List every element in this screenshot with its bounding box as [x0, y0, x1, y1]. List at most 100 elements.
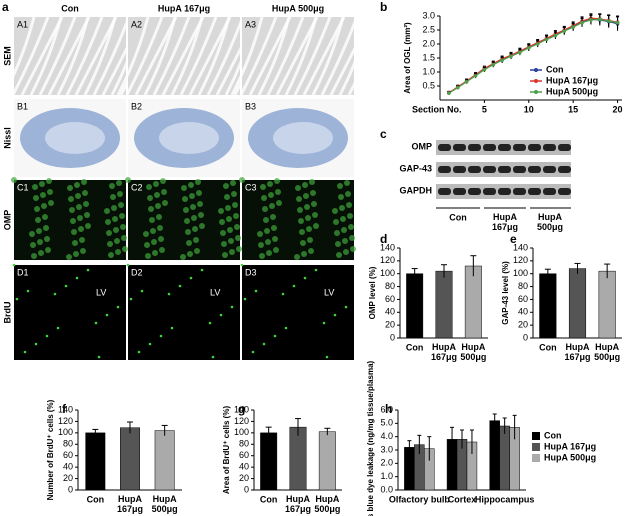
x-tick-label: HupA 167μg [117, 494, 143, 514]
stain [152, 250, 158, 256]
fiber [11, 16, 50, 96]
stain [158, 236, 164, 242]
x-tick-label: Con [406, 342, 424, 352]
band [468, 188, 481, 195]
stain [348, 224, 354, 230]
x-tick-label: 10 [524, 104, 534, 114]
x-tick-label: Con [87, 494, 105, 504]
stain [151, 239, 157, 245]
bar [318, 431, 336, 491]
cell [251, 350, 255, 354]
x-tick-label: Con [260, 494, 278, 504]
fiber [338, 16, 372, 96]
y-tick-label: 0 [244, 484, 249, 494]
fiber [320, 16, 359, 96]
stain [40, 192, 46, 198]
stain [306, 226, 312, 232]
cell-label: A3 [245, 19, 256, 29]
stain [104, 208, 110, 214]
row-label: Nissl [2, 127, 12, 149]
cell [240, 263, 244, 267]
stain [44, 236, 50, 242]
legend-label: HupA 167μg [544, 441, 596, 451]
x-tick-label: Hippocampus [475, 494, 535, 504]
panel-label: b [380, 0, 387, 14]
stain [146, 184, 152, 190]
cell-label: A1 [17, 19, 28, 29]
band [483, 166, 496, 173]
legend-label: Con [544, 430, 562, 440]
stain [199, 223, 205, 229]
stain [305, 215, 311, 221]
cell [26, 289, 30, 293]
stain [224, 194, 230, 200]
fiber [284, 16, 318, 96]
band [453, 144, 466, 151]
stain [69, 207, 75, 213]
band [453, 188, 466, 195]
legend-label: HupA 500μg [546, 86, 598, 96]
stain [71, 229, 77, 235]
stain [114, 238, 120, 244]
cell [53, 292, 57, 296]
stain [155, 203, 161, 209]
stain [183, 207, 189, 213]
stain [296, 196, 302, 202]
y-tick-label: 1.5 [422, 52, 435, 62]
image-panel [128, 265, 240, 360]
stain [227, 227, 233, 233]
marker [562, 29, 567, 33]
bar [598, 270, 616, 339]
marker [598, 17, 602, 22]
stain [341, 227, 347, 233]
stain [196, 190, 202, 196]
stain [344, 180, 350, 186]
cell [262, 342, 266, 346]
cell [75, 276, 79, 280]
stain [190, 204, 196, 210]
legend-marker [534, 90, 538, 94]
legend-label: Con [546, 64, 564, 74]
cell-label: D3 [245, 267, 257, 277]
y-tick-label: 5.0 [380, 418, 393, 428]
stain [84, 212, 90, 218]
stain [80, 248, 86, 254]
stain [198, 212, 204, 218]
stain [108, 252, 114, 258]
y-tick-label: 120 [58, 416, 73, 426]
stain [223, 183, 229, 189]
y-tick-label: 80 [63, 439, 73, 449]
stain [235, 235, 241, 241]
y-axis-label: Number of BrdU⁺ cells (%) [46, 399, 55, 500]
stain [340, 216, 346, 222]
y-tick-label: 2.0 [422, 38, 435, 48]
y-tick-label: 80 [239, 439, 249, 449]
y-tick-label: 20 [63, 473, 73, 483]
band [543, 166, 556, 173]
stain [307, 237, 313, 243]
band [498, 166, 511, 173]
band [528, 188, 541, 195]
stain [260, 184, 266, 190]
stain [30, 242, 36, 248]
stain [148, 206, 154, 212]
stain [188, 182, 194, 188]
row-label: OMP [2, 210, 12, 231]
stain [85, 223, 91, 229]
y-tick-label: 60 [518, 294, 528, 304]
stain [346, 202, 352, 208]
band [558, 166, 571, 173]
stain [313, 223, 319, 229]
stain [119, 213, 125, 219]
fiber [152, 16, 191, 96]
stain [347, 213, 353, 219]
stain [195, 179, 201, 185]
band [438, 144, 451, 151]
cell [105, 313, 109, 317]
column-header: HupA 167μg [158, 3, 210, 13]
stain [109, 183, 115, 189]
stain [332, 208, 338, 214]
marker [553, 33, 558, 38]
x-tick-label: Cortex [448, 494, 477, 504]
